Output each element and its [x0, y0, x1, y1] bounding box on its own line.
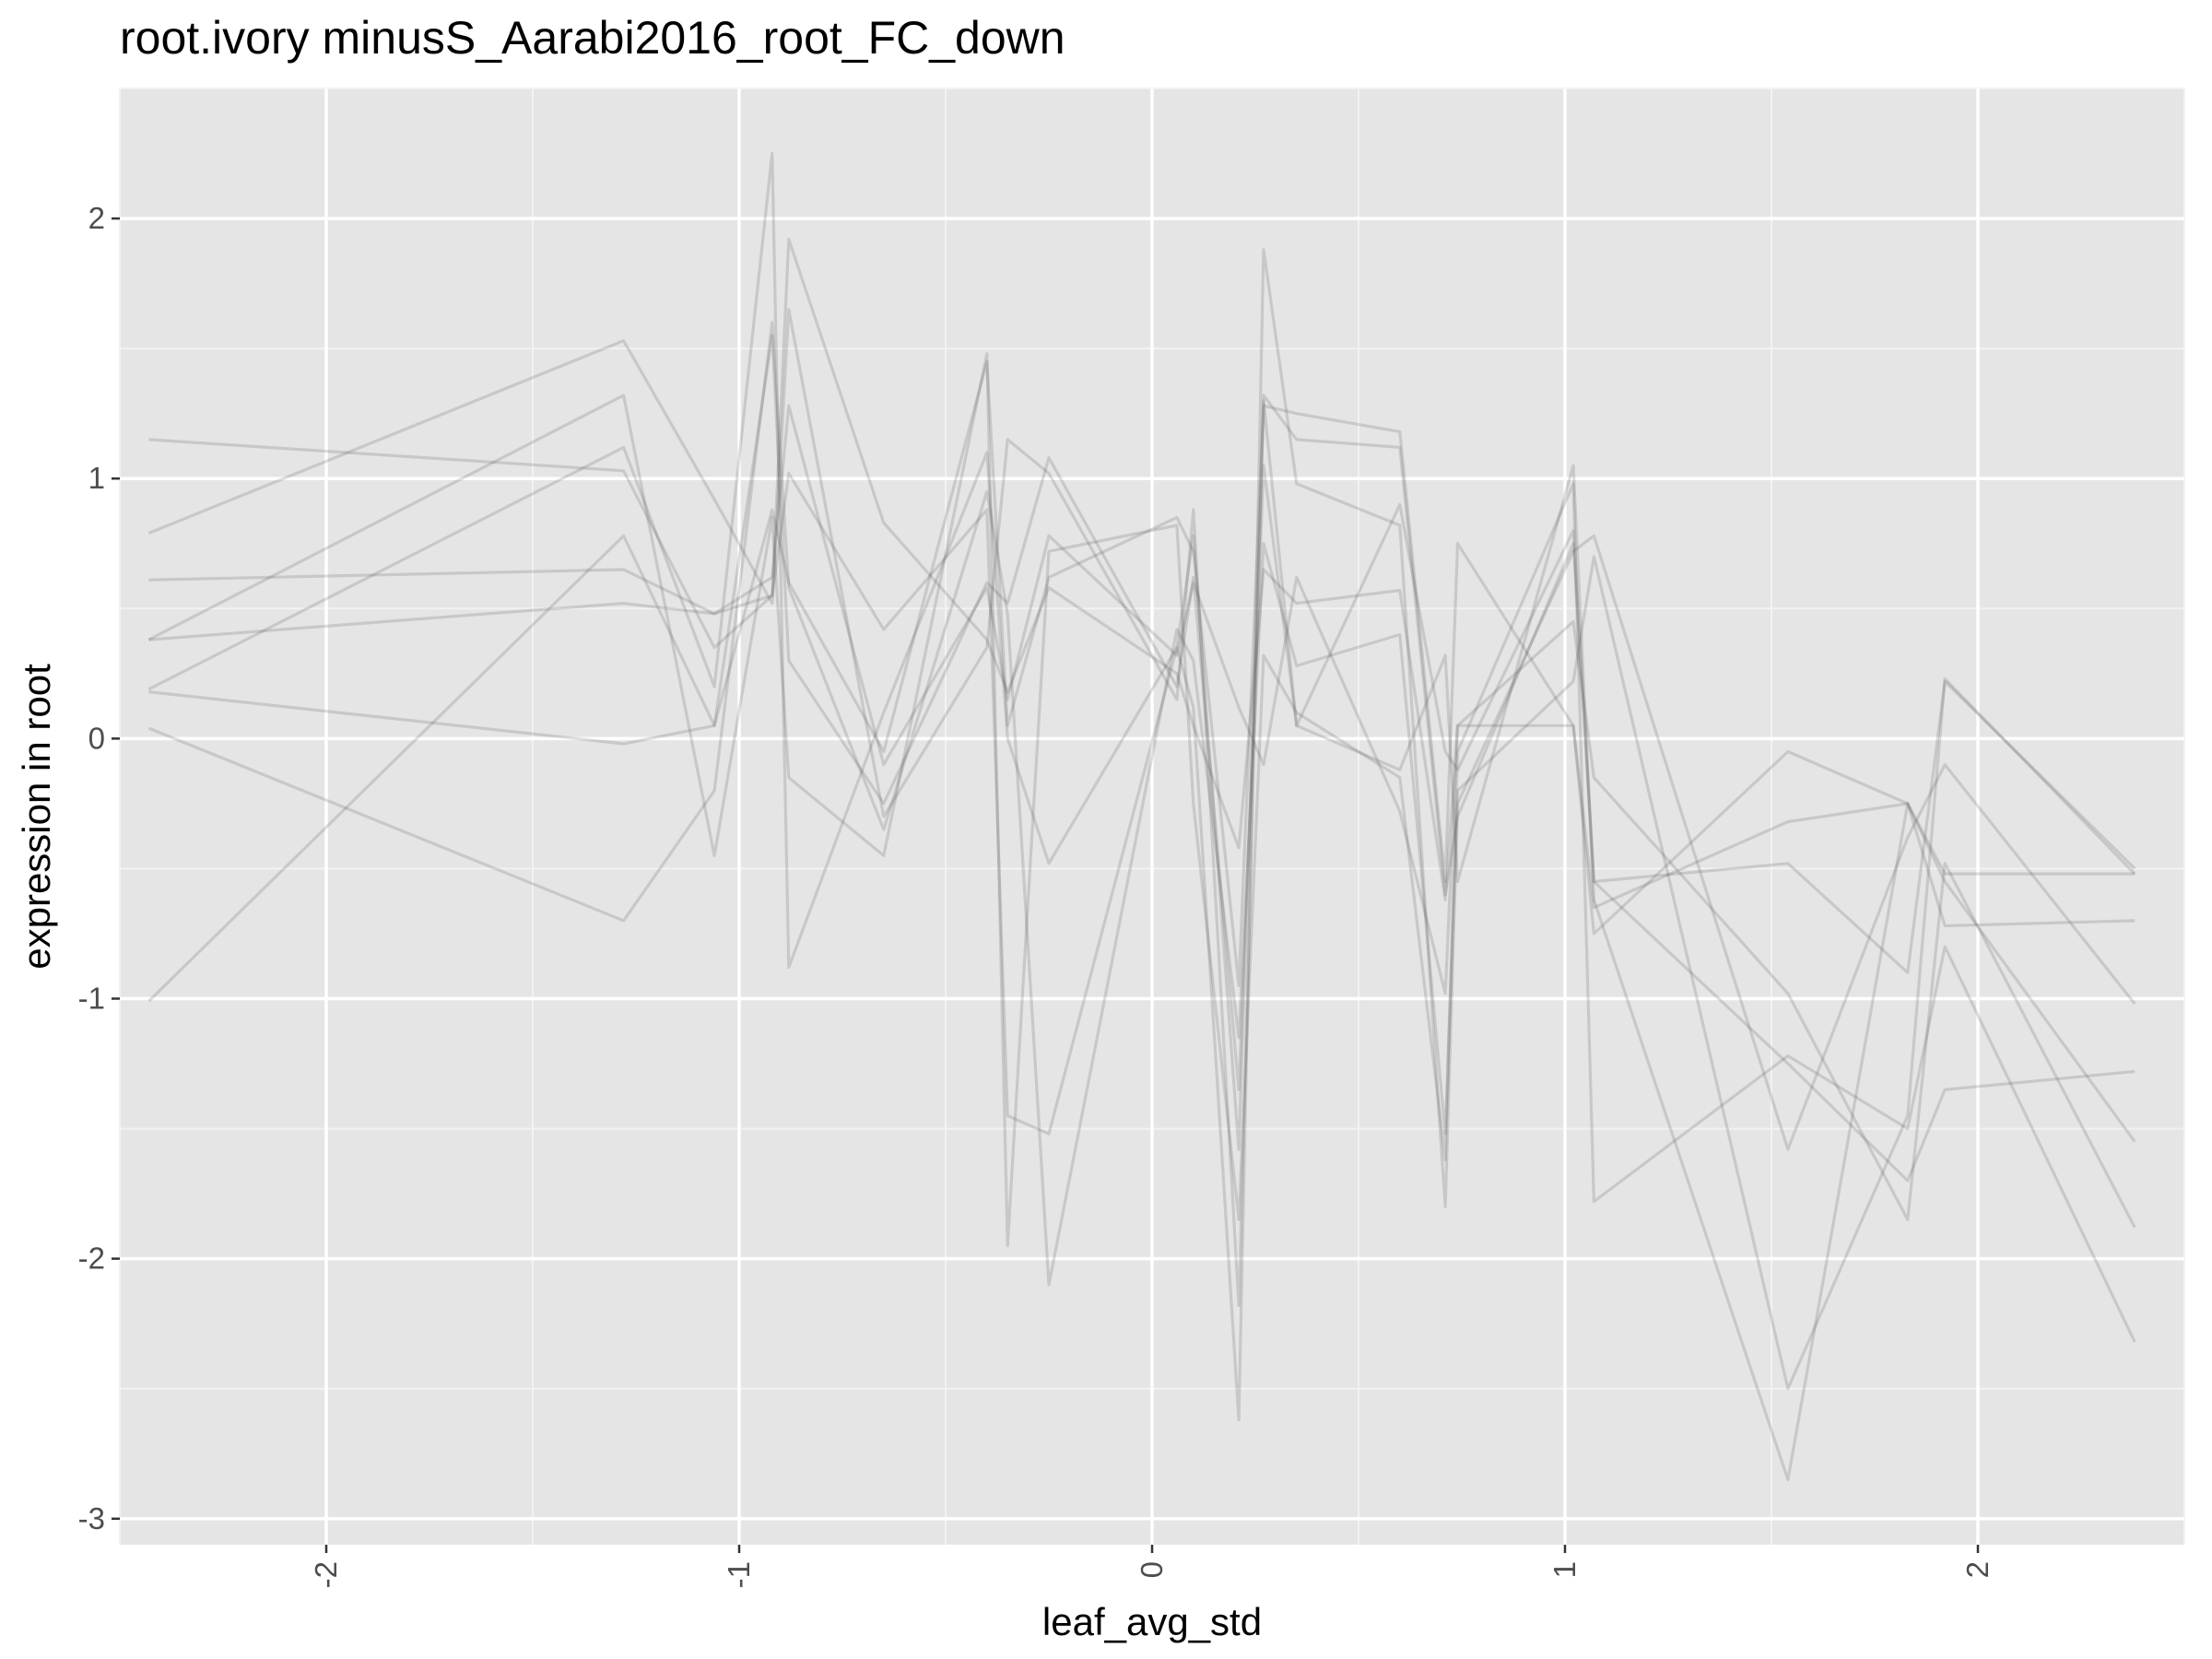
series-layer: [147, 151, 2136, 1482]
series-line-9: [148, 334, 2136, 1182]
y-tick-label: 1: [88, 461, 105, 495]
y-tick-label: -1: [78, 982, 105, 1016]
x-tick-label: 2: [1960, 1561, 1994, 1578]
series-line-6: [147, 321, 2136, 1391]
chart-title: root.ivory minusS_Aarabi2016_root_FC_dow…: [120, 12, 1065, 64]
y-tick-label: -3: [78, 1501, 105, 1535]
series-line-7: [147, 359, 2136, 1482]
y-axis-title: expression in root: [15, 664, 58, 970]
y-tick-label: -2: [78, 1241, 105, 1276]
y-tick-label: 2: [88, 201, 105, 235]
series-line-8: [148, 404, 2136, 1229]
series-line-5: [147, 151, 2136, 1422]
series-line-3: [148, 404, 2136, 1151]
series-line-2: [147, 308, 2136, 1308]
x-axis-title: leaf_avg_std: [1042, 1600, 1262, 1643]
x-tick-label: -1: [722, 1561, 756, 1588]
x-tick-label: 1: [1547, 1561, 1582, 1578]
series-line-1: [148, 238, 2136, 935]
y-tick-label: 0: [88, 721, 105, 755]
x-tick-label: -2: [309, 1561, 343, 1588]
tick-labels: -2 -1 0 1 2 -3 -2 -1 0 1 2: [78, 201, 1994, 1588]
series-line-4: [147, 352, 2136, 1343]
axis-ticks: [112, 217, 1980, 1553]
x-tick-label: 0: [1135, 1561, 1169, 1578]
grid-major: [120, 88, 2184, 1545]
